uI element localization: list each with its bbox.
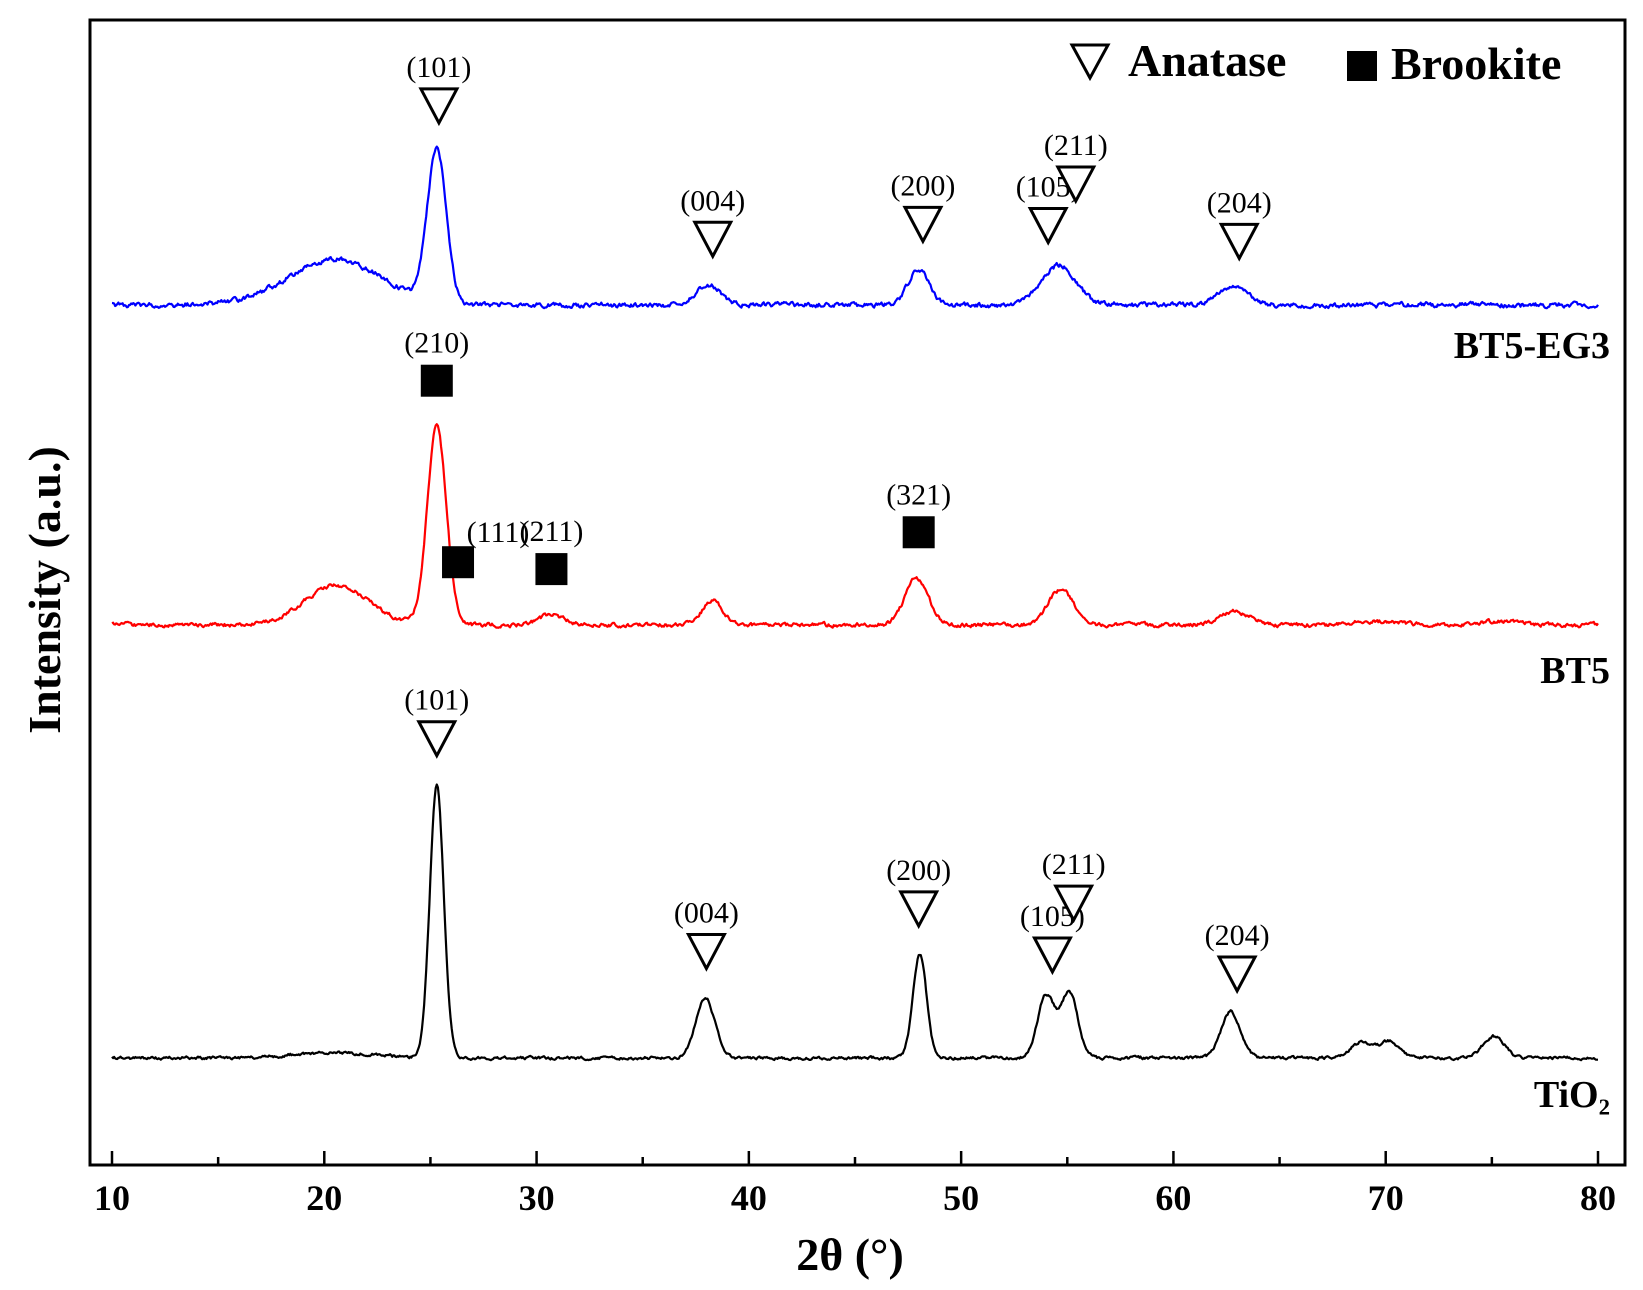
x-axis-ticks: 10 20 30 40 50 60 70 80: [94, 1151, 1616, 1218]
legend-brookite-label: Brookite: [1391, 38, 1561, 89]
legend-anatase-label: Anatase: [1128, 35, 1286, 86]
x-tick-label: 70: [1368, 1178, 1404, 1218]
x-tick-label: 80: [1580, 1178, 1616, 1218]
legend: Anatase Brookite: [1069, 35, 1561, 89]
peak-label: (204): [1205, 919, 1270, 952]
brookite-marker: [420, 364, 453, 397]
anatase-marker: [1055, 165, 1097, 205]
legend-brookite-marker: [1347, 51, 1377, 81]
x-tick-label: 60: [1155, 1178, 1191, 1218]
anatase-marker: [416, 720, 458, 759]
series-line-tio2: [111, 783, 1599, 1062]
plot-frame: [88, 18, 1627, 1167]
series-labels: BT5-EG3 BT5 TiO₂: [1454, 325, 1610, 1116]
y-axis-title: Intensity (a.u.): [19, 446, 70, 734]
series-label-bt5: BT5: [1540, 650, 1610, 692]
anatase-marker: [1218, 222, 1260, 262]
series-traces: [111, 145, 1599, 1062]
brookite-marker: [442, 546, 475, 579]
series-line-bt5: [111, 423, 1599, 629]
peak-annotations: (101)(004) (200) (105)(211)(204)(210)(111)…: [404, 51, 1272, 995]
peak-label: (200): [886, 854, 951, 887]
peak-label: (211): [1042, 848, 1106, 881]
peak-label: (211): [1044, 129, 1108, 162]
series-line-bt5-eg3: [111, 145, 1599, 310]
peak-label: (004): [680, 184, 745, 217]
anatase-marker: [1031, 936, 1073, 976]
x-tick-label: 30: [519, 1178, 555, 1218]
x-axis-title: 2θ (°): [796, 1229, 904, 1280]
peak-label: (101): [404, 684, 469, 717]
legend-anatase-marker: [1069, 43, 1111, 82]
anatase-marker: [1216, 955, 1258, 995]
x-tick-label: 10: [94, 1178, 130, 1218]
anatase-marker: [685, 933, 727, 972]
peak-label: (321): [886, 478, 951, 511]
series-label-bt5-eg3: BT5-EG3: [1454, 325, 1610, 367]
anatase-marker: [898, 890, 940, 930]
brookite-marker: [902, 516, 935, 549]
peak-label: (204): [1207, 186, 1272, 219]
x-tick-label: 50: [943, 1178, 979, 1218]
peak-label: (210): [404, 327, 469, 360]
anatase-marker: [418, 87, 460, 127]
x-tick-label: 20: [306, 1178, 342, 1218]
x-tick-label: 40: [731, 1178, 767, 1218]
peak-label: (211): [519, 515, 583, 548]
brookite-marker: [535, 553, 568, 586]
anatase-marker: [1027, 206, 1069, 246]
peak-label: (101): [406, 51, 471, 84]
anatase-marker: [1053, 884, 1095, 924]
anatase-marker: [692, 220, 734, 260]
peak-label: (200): [890, 169, 955, 202]
series-label-tio2: TiO₂: [1534, 1074, 1610, 1116]
peak-label: (111): [467, 516, 530, 549]
anatase-marker: [902, 205, 944, 245]
peak-label: (004): [674, 897, 739, 930]
